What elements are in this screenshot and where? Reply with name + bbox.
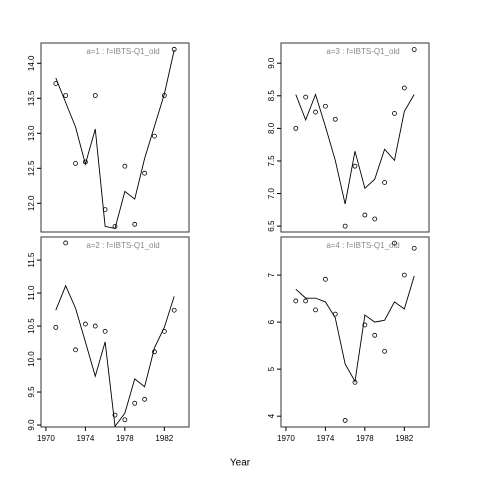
panel-title: a=3 : f=IBTS-Q1_old [326,47,399,56]
data-point [122,163,128,169]
data-point [152,133,157,139]
y-tick-label: 9.0 [267,57,276,69]
data-point [401,272,407,278]
data-point [122,417,128,423]
data-point [322,276,328,282]
x-tick-label: 1974 [77,434,95,443]
data-point [362,212,368,218]
data-point [313,307,318,313]
y-tick-label: 12.5 [27,160,36,176]
y-tick-label: 6 [267,319,276,324]
x-tick-label: 1982 [155,434,173,443]
data-point [322,103,328,109]
x-tick-label: 1970 [37,434,55,443]
data-point [411,245,417,251]
x-tick-label: 1978 [356,434,374,443]
data-point [313,109,318,115]
y-tick-label: 13.5 [27,90,36,106]
data-point [92,93,98,98]
data-point [142,396,148,402]
fit-line [295,93,415,205]
panel-frame [280,42,430,233]
y-tick-label: 7.5 [267,155,276,167]
data-point [53,324,59,330]
data-point [293,125,299,131]
data-point [142,170,148,176]
data-point [102,328,108,334]
data-point [352,163,358,169]
data-point [372,216,378,222]
data-point [73,160,78,166]
y-tick-label: 10.0 [27,351,36,367]
data-point [152,349,157,355]
data-point [411,47,417,52]
y-tick-label: 5 [267,366,276,371]
data-point [132,400,138,406]
panel-title: a=4 : f=IBTS-Q1_old [326,241,399,250]
y-tick-label: 6.5 [267,220,276,232]
y-tick-label: 8.5 [267,90,276,102]
y-tick-label: 7.0 [267,187,276,199]
x-tick-label: 1982 [395,434,413,443]
data-point [372,332,378,338]
data-point [112,412,118,418]
panel-title: a=1 : f=IBTS-Q1_old [86,47,159,56]
data-point [293,298,299,304]
y-tick-label: 11.5 [27,252,36,268]
data-point [392,240,397,246]
data-point [303,94,309,100]
data-point [63,240,69,246]
y-tick-label: 12.0 [27,195,36,211]
x-tick-label: 1974 [317,434,335,443]
data-point [362,322,368,328]
data-point [132,221,138,227]
y-tick-label: 4 [267,413,276,418]
y-tick-label: 9.5 [27,386,36,398]
x-tick-label: 1970 [277,434,295,443]
data-point [392,110,397,116]
data-point [342,223,348,229]
y-tick-label: 11.0 [27,285,36,301]
data-point [92,323,98,329]
data-point [63,93,69,98]
y-tick-label: 14.0 [27,55,36,71]
y-tick-label: 7 [267,272,276,277]
data-point [401,85,407,91]
panel-frame [40,236,190,428]
fit-line [55,49,175,230]
fit-line [295,275,415,383]
panel-frame [280,236,430,428]
data-point [382,348,388,354]
x-axis-label: Year [230,458,251,469]
data-point [83,321,88,327]
x-tick-label: 1978 [116,434,134,443]
data-point [73,347,78,353]
y-tick-label: 9.0 [27,419,36,431]
y-tick-label: 10.5 [27,318,36,334]
fit-line [55,284,175,428]
data-point [332,116,338,122]
panel-frame [40,42,190,233]
y-tick-label: 13.0 [27,125,36,141]
y-tick-label: 8.0 [267,122,276,134]
data-point [382,180,388,185]
panel-title: a=2 : f=IBTS-Q1_old [86,241,159,250]
data-point [342,418,348,423]
data-point [303,298,309,304]
data-point [171,307,177,313]
